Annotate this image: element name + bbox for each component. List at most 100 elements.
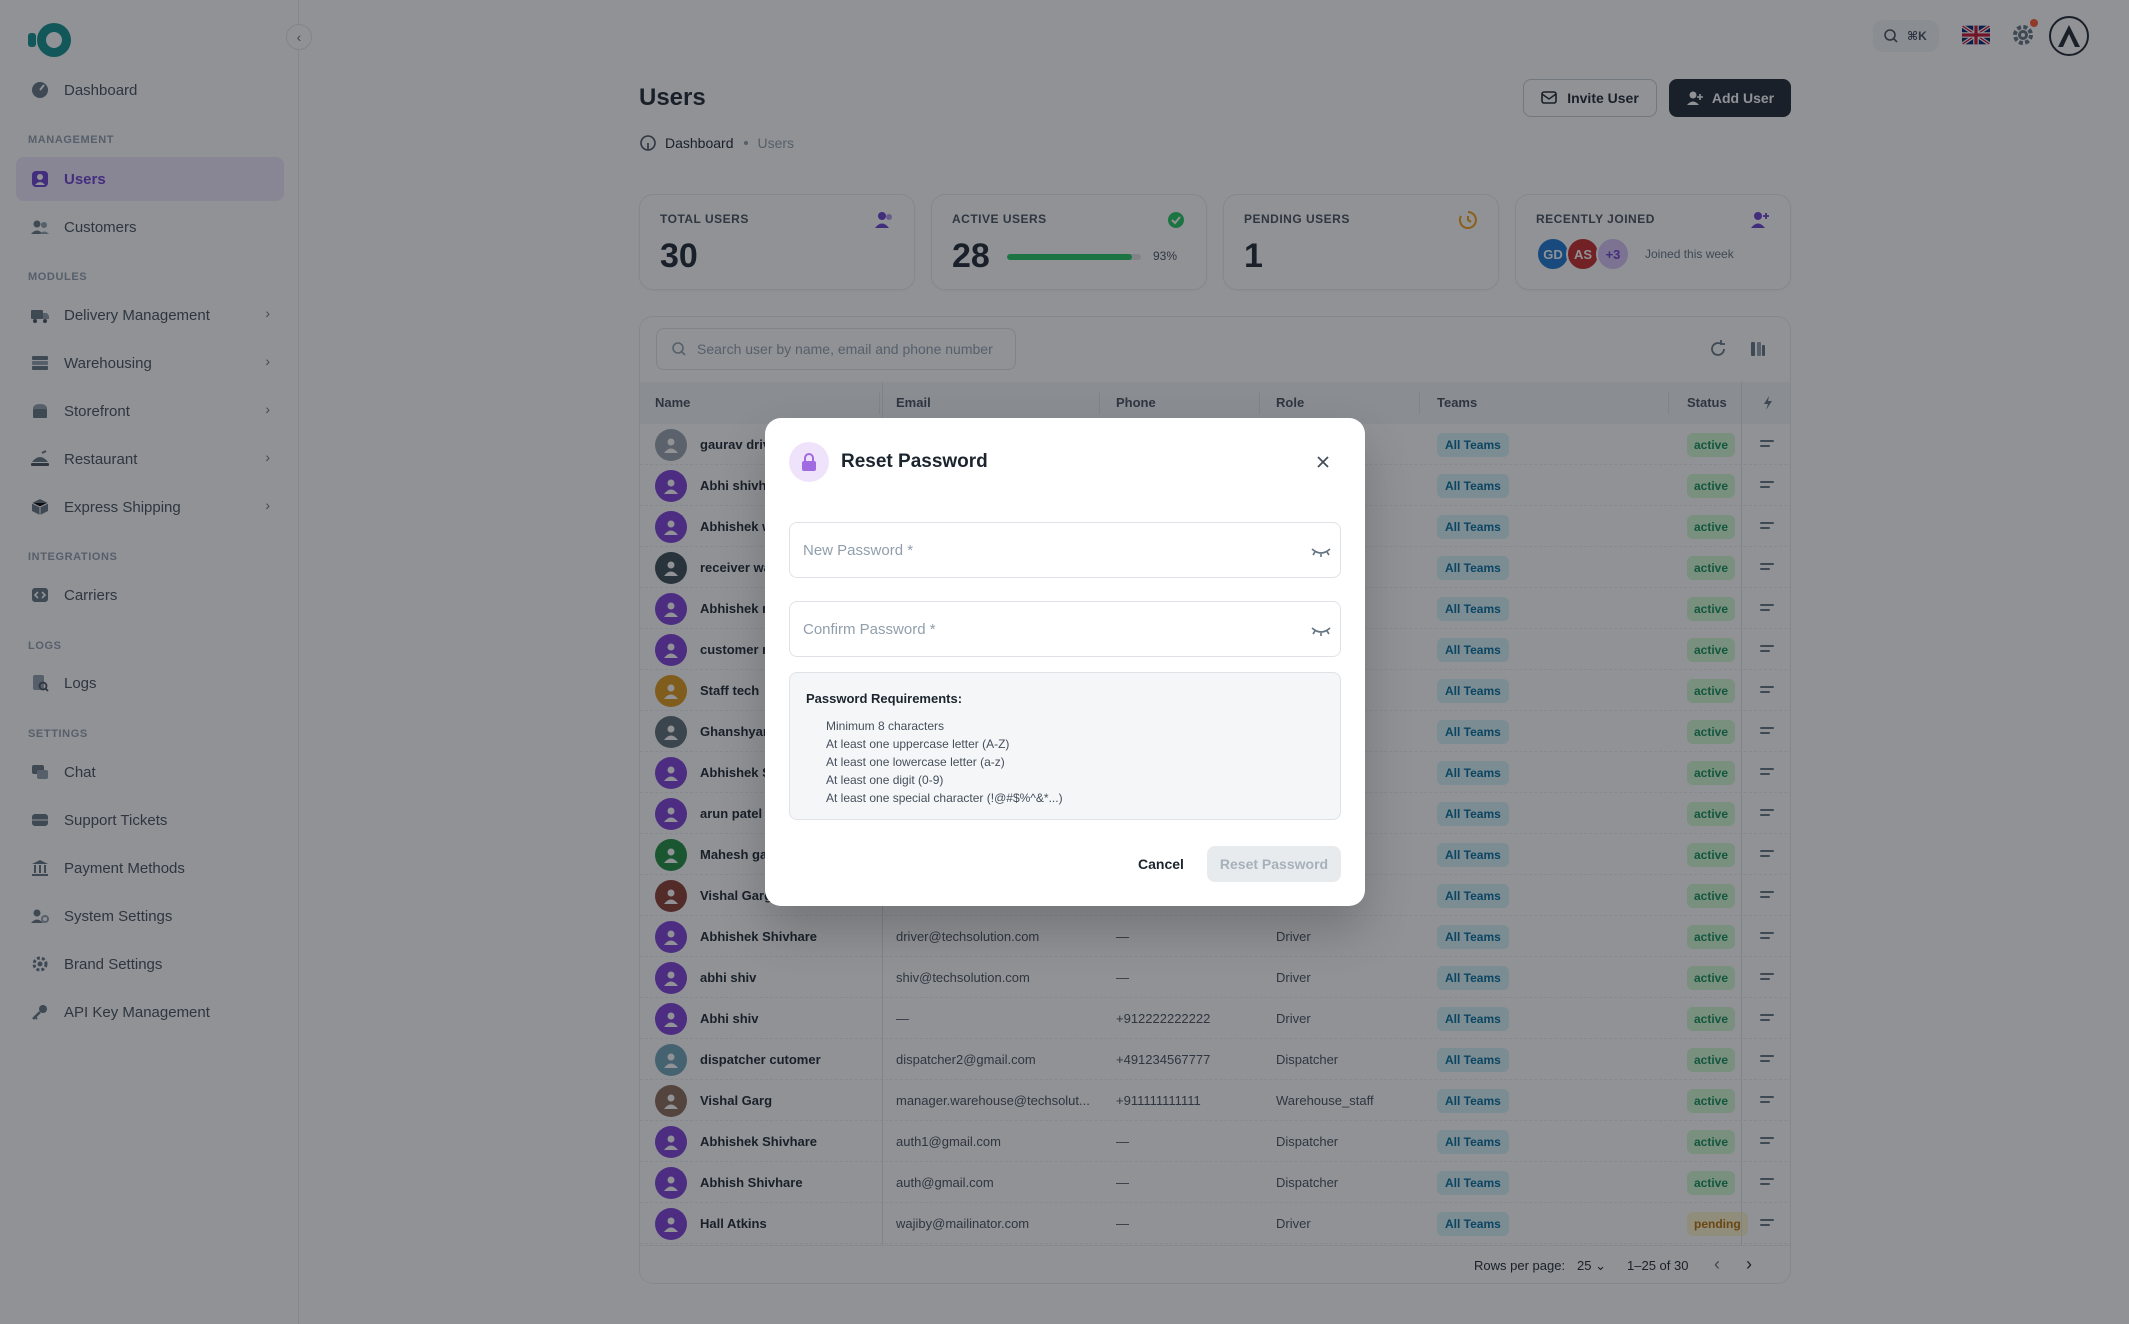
brand-logo[interactable] — [26, 18, 76, 62]
table-row[interactable]: Mahesh ga All Teams active — [640, 834, 1790, 875]
sidebar-item-users[interactable]: Users — [16, 157, 284, 201]
user-name[interactable]: Abhishek w — [700, 519, 773, 534]
user-name[interactable]: Ghanshyam — [700, 724, 775, 739]
avatar[interactable] — [655, 962, 687, 994]
table-row[interactable]: Vishal Garg All Teams active — [640, 875, 1790, 916]
column-divider[interactable] — [1259, 392, 1260, 414]
row-menu-icon[interactable] — [1760, 440, 1774, 450]
avatar[interactable] — [655, 429, 687, 461]
avatar[interactable] — [655, 757, 687, 789]
row-menu-icon[interactable] — [1760, 1055, 1774, 1065]
sidebar-item-apikey[interactable]: API Key Management — [16, 990, 284, 1034]
eye-off-icon[interactable] — [1310, 541, 1332, 561]
avatar[interactable] — [655, 798, 687, 830]
avatar[interactable] — [655, 839, 687, 871]
pin-icon[interactable] — [1762, 396, 1774, 410]
column-divider[interactable] — [1099, 392, 1100, 414]
avatar[interactable] — [655, 470, 687, 502]
refresh-icon[interactable] — [1708, 339, 1728, 359]
sidebar-item-dashboard[interactable]: Dashboard — [16, 68, 284, 112]
invite-user-button[interactable]: Invite User — [1523, 79, 1657, 117]
column-header-role[interactable]: Role — [1276, 395, 1305, 410]
sidebar-item-delivery[interactable]: Delivery Management › — [16, 293, 284, 337]
column-header-email[interactable]: Email — [896, 395, 931, 410]
row-menu-icon[interactable] — [1760, 1219, 1774, 1229]
row-menu-icon[interactable] — [1760, 768, 1774, 778]
global-search-button[interactable]: ⌘K — [1873, 20, 1939, 52]
row-menu-icon[interactable] — [1760, 850, 1774, 860]
row-menu-icon[interactable] — [1760, 973, 1774, 983]
avatar[interactable] — [655, 880, 687, 912]
user-name[interactable]: Abhishek Shivhare — [700, 929, 818, 944]
account-avatar[interactable] — [2049, 16, 2089, 56]
settings-gear-icon[interactable] — [2010, 22, 2036, 48]
avatar[interactable]: GD — [1536, 237, 1570, 271]
row-menu-icon[interactable] — [1760, 604, 1774, 614]
user-name[interactable]: Vishal Garg — [700, 1093, 773, 1108]
sidebar-item-carriers[interactable]: Carriers — [16, 573, 284, 617]
user-name[interactable]: Staff tech — [700, 683, 760, 698]
avatar[interactable] — [655, 634, 687, 666]
column-divider[interactable] — [879, 392, 880, 414]
table-row[interactable]: Vishal Garg manager.warehouse@techsolut..… — [640, 1080, 1790, 1121]
next-page-button[interactable]: › — [1746, 1254, 1752, 1274]
sidebar-item-warehousing[interactable]: Warehousing › — [16, 341, 284, 385]
user-name[interactable]: Abhi shivha — [700, 478, 774, 493]
uk-flag-icon[interactable] — [1962, 25, 1990, 45]
avatar[interactable] — [655, 921, 687, 953]
column-divider[interactable] — [1668, 392, 1669, 414]
eye-off-icon[interactable] — [1310, 620, 1332, 640]
avatar[interactable] — [655, 1167, 687, 1199]
avatar-more[interactable]: +3 — [1596, 237, 1630, 271]
sidebar-item-logs[interactable]: Logs — [16, 661, 284, 705]
user-name[interactable]: arun patel — [700, 806, 763, 821]
table-row[interactable]: Abhishek Shivhare auth1@gmail.com — Dispatc… — [640, 1121, 1790, 1162]
column-divider[interactable] — [1419, 392, 1420, 414]
table-row[interactable]: Abhish Shivhare auth@gmail.com — Dispatcher… — [640, 1162, 1790, 1203]
row-menu-icon[interactable] — [1760, 563, 1774, 573]
user-name[interactable]: Abhish Shivhare — [700, 1175, 803, 1190]
user-name[interactable]: gaurav driv — [700, 437, 771, 452]
row-menu-icon[interactable] — [1760, 891, 1774, 901]
user-name[interactable]: receiver wa — [700, 560, 771, 575]
close-icon[interactable] — [1313, 452, 1333, 472]
table-row[interactable]: gaurav driv All Teams active — [640, 424, 1790, 465]
row-menu-icon[interactable] — [1760, 645, 1774, 655]
user-search-box[interactable]: Search user by name, email and phone num… — [656, 328, 1016, 370]
column-header-teams[interactable]: Teams — [1437, 395, 1478, 410]
row-menu-icon[interactable] — [1760, 522, 1774, 532]
avatar[interactable] — [655, 1126, 687, 1158]
new-password-input[interactable] — [790, 523, 1340, 577]
avatar[interactable] — [655, 675, 687, 707]
row-menu-icon[interactable] — [1760, 481, 1774, 491]
sidebar-item-restaurant[interactable]: Restaurant › — [16, 437, 284, 481]
user-name[interactable]: Abhi shiv — [700, 1011, 759, 1026]
add-user-button[interactable]: Add User — [1669, 79, 1791, 117]
column-header-name[interactable]: Name — [655, 395, 691, 410]
cancel-button[interactable]: Cancel — [1127, 846, 1195, 882]
user-name[interactable]: customer n — [700, 642, 771, 657]
table-row[interactable]: abhi shiv shiv@techsolution.com — Driver All… — [640, 957, 1790, 998]
sidebar-item-brand[interactable]: Brand Settings — [16, 942, 284, 986]
avatar[interactable] — [655, 511, 687, 543]
prev-page-button[interactable]: ‹ — [1714, 1254, 1720, 1274]
avatar[interactable] — [655, 1003, 687, 1035]
user-name[interactable]: Vishal Garg — [700, 888, 773, 903]
user-name[interactable]: Abhishek S — [700, 765, 771, 780]
row-menu-icon[interactable] — [1760, 932, 1774, 942]
table-row[interactable]: dispatcher cutomer dispatcher2@gmail.com +… — [640, 1039, 1790, 1080]
sidebar-item-payment[interactable]: Payment Methods — [16, 846, 284, 890]
sidebar-item-storefront[interactable]: Storefront › — [16, 389, 284, 433]
collapse-sidebar-button[interactable]: ‹ — [286, 24, 312, 50]
confirm-password-input[interactable] — [790, 602, 1340, 656]
row-menu-icon[interactable] — [1760, 1014, 1774, 1024]
sidebar-item-express[interactable]: Express Shipping › — [16, 485, 284, 529]
user-name[interactable]: Mahesh ga — [700, 847, 768, 862]
table-row[interactable]: customer n All Teams active — [640, 629, 1790, 670]
user-name[interactable]: Abhishek n — [700, 601, 771, 616]
row-menu-icon[interactable] — [1760, 1137, 1774, 1147]
column-header-phone[interactable]: Phone — [1116, 395, 1156, 410]
table-row[interactable]: Abhishek Shivhare driver@techsolution.com… — [640, 916, 1790, 957]
sidebar-item-system[interactable]: System Settings — [16, 894, 284, 938]
row-menu-icon[interactable] — [1760, 809, 1774, 819]
